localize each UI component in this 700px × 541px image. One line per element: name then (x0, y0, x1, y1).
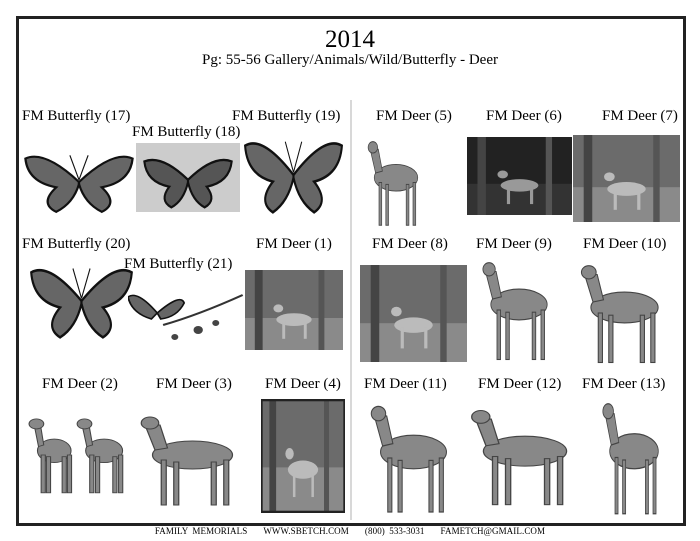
item-label-fm-butterfly-18: FM Butterfly (18) (132, 124, 241, 140)
item-label-fm-deer-11: FM Deer (11) (364, 376, 447, 392)
item-label-fm-butterfly-21: FM Butterfly (21) (124, 256, 233, 272)
item-image-fm-deer-5[interactable] (362, 135, 430, 230)
item-image-fm-deer-4[interactable] (261, 399, 345, 513)
item-image-fm-deer-8[interactable] (360, 265, 467, 362)
item-label-fm-deer-1: FM Deer (1) (256, 236, 332, 252)
item-image-fm-deer-1[interactable] (245, 270, 343, 350)
item-label-fm-butterfly-20: FM Butterfly (20) (22, 236, 131, 252)
item-image-fm-deer-9[interactable] (475, 255, 563, 365)
item-label-fm-deer-6: FM Deer (6) (486, 108, 562, 124)
page-year: 2014 (325, 26, 375, 53)
item-image-fm-butterfly-17[interactable] (22, 150, 136, 214)
item-image-fm-deer-11[interactable] (362, 398, 465, 518)
item-label-fm-deer-12: FM Deer (12) (478, 376, 562, 392)
item-label-fm-deer-4: FM Deer (4) (265, 376, 341, 392)
page-frame (16, 16, 686, 526)
item-label-fm-deer-8: FM Deer (8) (372, 236, 448, 252)
item-label-fm-deer-5: FM Deer (5) (376, 108, 452, 124)
item-label-fm-butterfly-19: FM Butterfly (19) (232, 108, 341, 124)
item-label-fm-butterfly-17: FM Butterfly (17) (22, 108, 131, 124)
item-image-fm-deer-2[interactable] (28, 413, 133, 497)
item-image-fm-butterfly-21[interactable] (128, 285, 245, 345)
item-label-fm-deer-7: FM Deer (7) (602, 108, 678, 124)
item-image-fm-deer-12[interactable] (460, 403, 590, 510)
item-label-fm-deer-2: FM Deer (2) (42, 376, 118, 392)
center-divider (350, 100, 352, 520)
page-subtitle: Pg: 55-56 Gallery/Animals/Wild/Butterfly… (201, 52, 498, 68)
item-image-fm-butterfly-19[interactable] (242, 135, 345, 215)
item-image-fm-butterfly-20[interactable] (28, 262, 135, 340)
item-label-fm-deer-13: FM Deer (13) (582, 376, 666, 392)
item-label-fm-deer-10: FM Deer (10) (583, 236, 667, 252)
footer-company: FAMILY MEMORIALS (154, 526, 248, 536)
item-image-fm-deer-13[interactable] (596, 395, 672, 520)
footer-phone: (800) 533-3031 (364, 526, 425, 536)
footer-website[interactable]: WWW.SBETCH.COM (263, 526, 349, 536)
item-image-fm-deer-3[interactable] (130, 410, 255, 510)
item-image-fm-deer-7[interactable] (573, 135, 680, 222)
item-image-fm-deer-10[interactable] (572, 258, 677, 368)
item-image-fm-deer-6[interactable] (467, 137, 572, 215)
footer: FAMILY MEMORIALS WWW.SBETCH.COM (800) 533-… (0, 526, 700, 536)
footer-email[interactable]: FAMETCH@GMAIL.COM (440, 526, 546, 536)
item-image-fm-butterfly-18[interactable] (136, 143, 240, 212)
item-label-fm-deer-3: FM Deer (3) (156, 376, 232, 392)
item-label-fm-deer-9: FM Deer (9) (476, 236, 552, 252)
